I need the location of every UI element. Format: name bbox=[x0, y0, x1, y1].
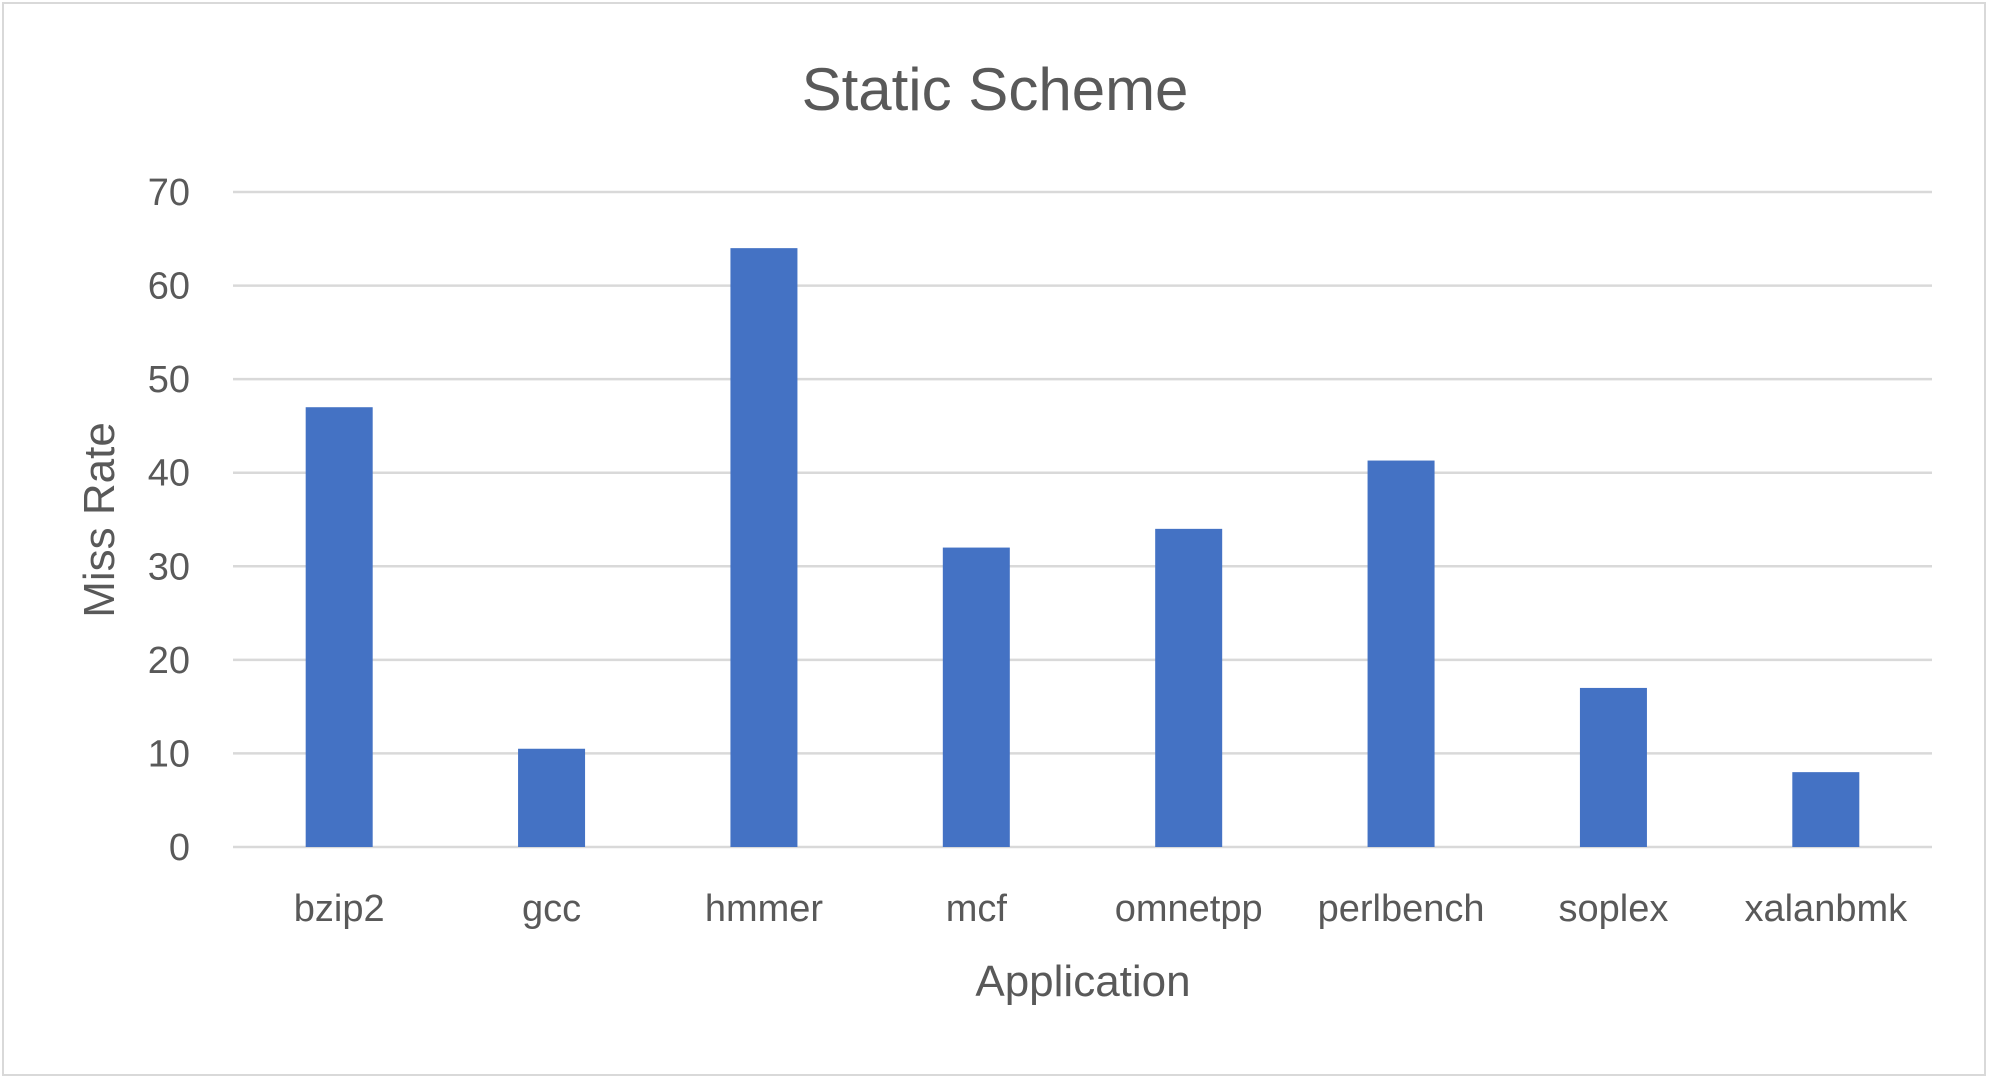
y-tick-label: 0 bbox=[169, 827, 190, 869]
y-tick-label: 50 bbox=[148, 359, 190, 401]
x-axis-title: Application bbox=[975, 957, 1190, 1006]
bar-gcc bbox=[518, 748, 586, 847]
bar-soplex bbox=[1579, 687, 1647, 847]
y-tick-label: 40 bbox=[148, 453, 190, 495]
x-tick-label-soplex: soplex bbox=[1559, 888, 1669, 930]
y-axis-title: Miss Rate bbox=[75, 422, 124, 618]
bars bbox=[305, 248, 1860, 848]
x-tick-label-omnetpp: omnetpp bbox=[1115, 888, 1263, 930]
bar-bzip2 bbox=[305, 407, 373, 847]
gridlines bbox=[233, 190, 1932, 849]
x-tick-label-hmmer: hmmer bbox=[705, 888, 824, 930]
y-tick-label: 70 bbox=[148, 172, 190, 214]
bar-perlbench bbox=[1367, 460, 1435, 847]
x-tick-label-perlbench: perlbench bbox=[1318, 888, 1485, 930]
bar-mcf bbox=[942, 547, 1010, 847]
y-tick-label: 10 bbox=[148, 733, 190, 775]
y-tick-label: 20 bbox=[148, 640, 190, 682]
chart-title: Static Scheme bbox=[802, 56, 1189, 123]
y-tick-label: 60 bbox=[148, 266, 190, 308]
x-tick-label-bzip2: bzip2 bbox=[294, 888, 385, 930]
bar-xalanbmk bbox=[1792, 772, 1860, 847]
y-tick-label: 30 bbox=[148, 546, 190, 588]
x-tick-labels: bzip2 gcc hmmer mcf omnetpp perlbench soplex xa… bbox=[294, 888, 1908, 930]
bar-hmmer bbox=[730, 248, 798, 848]
x-tick-label-xalanbmk: xalanbmk bbox=[1744, 888, 1908, 930]
x-tick-label-gcc: gcc bbox=[522, 888, 581, 930]
y-tick-labels: 0 10 20 30 40 50 60 70 bbox=[148, 172, 190, 869]
bar-omnetpp bbox=[1155, 528, 1223, 847]
x-tick-label-mcf: mcf bbox=[946, 888, 1008, 930]
